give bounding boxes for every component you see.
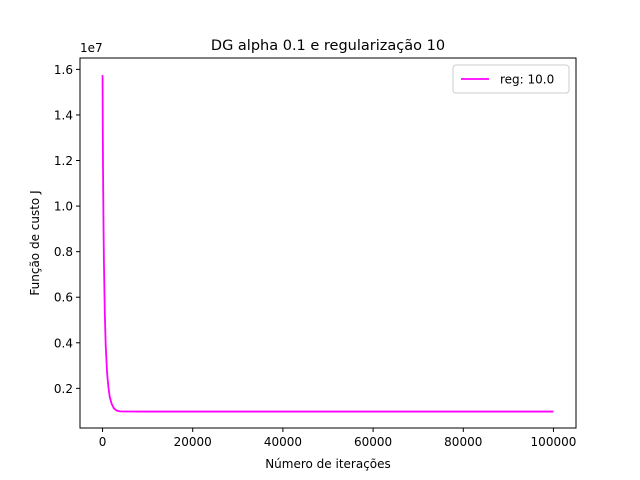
y-tick-label: 1.4 <box>54 108 73 122</box>
series-layer <box>101 75 554 413</box>
plot-frame <box>79 57 577 429</box>
y-offset-label: 1e7 <box>80 41 103 55</box>
x-tick-label: 20000 <box>174 435 212 449</box>
y-tick-label: 0.2 <box>54 382 73 396</box>
legend: reg: 10.0 <box>452 64 570 94</box>
y-tick-label: 0.8 <box>54 245 73 259</box>
x-tick-label: 0 <box>99 435 107 449</box>
y-tick-label: 1.2 <box>54 154 73 168</box>
chart-title: DG alpha 0.1 e regularização 10 <box>211 38 445 54</box>
x-axis-label: Número de iterações <box>265 457 391 471</box>
y-axis-label: Função de custo J <box>28 190 42 295</box>
x-tick-label: 40000 <box>264 435 302 449</box>
y-axis-ticks: 0.2 0.4 0.6 0.8 1.0 1.2 1.4 1.6 <box>54 63 80 396</box>
y-tick-label: 0.6 <box>54 291 73 305</box>
x-tick-label: 100000 <box>531 435 577 449</box>
plot-area <box>80 58 576 428</box>
legend-entry-label: reg: 10.0 <box>500 73 554 87</box>
x-tick-label: 60000 <box>354 435 392 449</box>
series-line-0 <box>101 75 554 413</box>
y-tick-label: 1.6 <box>54 63 73 77</box>
legend-box <box>452 64 570 94</box>
y-tick-label: 1.0 <box>54 200 73 214</box>
x-axis-ticks: 0 20000 40000 60000 80000 100000 <box>99 428 577 449</box>
y-tick-label: 0.4 <box>54 336 73 350</box>
x-tick-label: 80000 <box>444 435 482 449</box>
